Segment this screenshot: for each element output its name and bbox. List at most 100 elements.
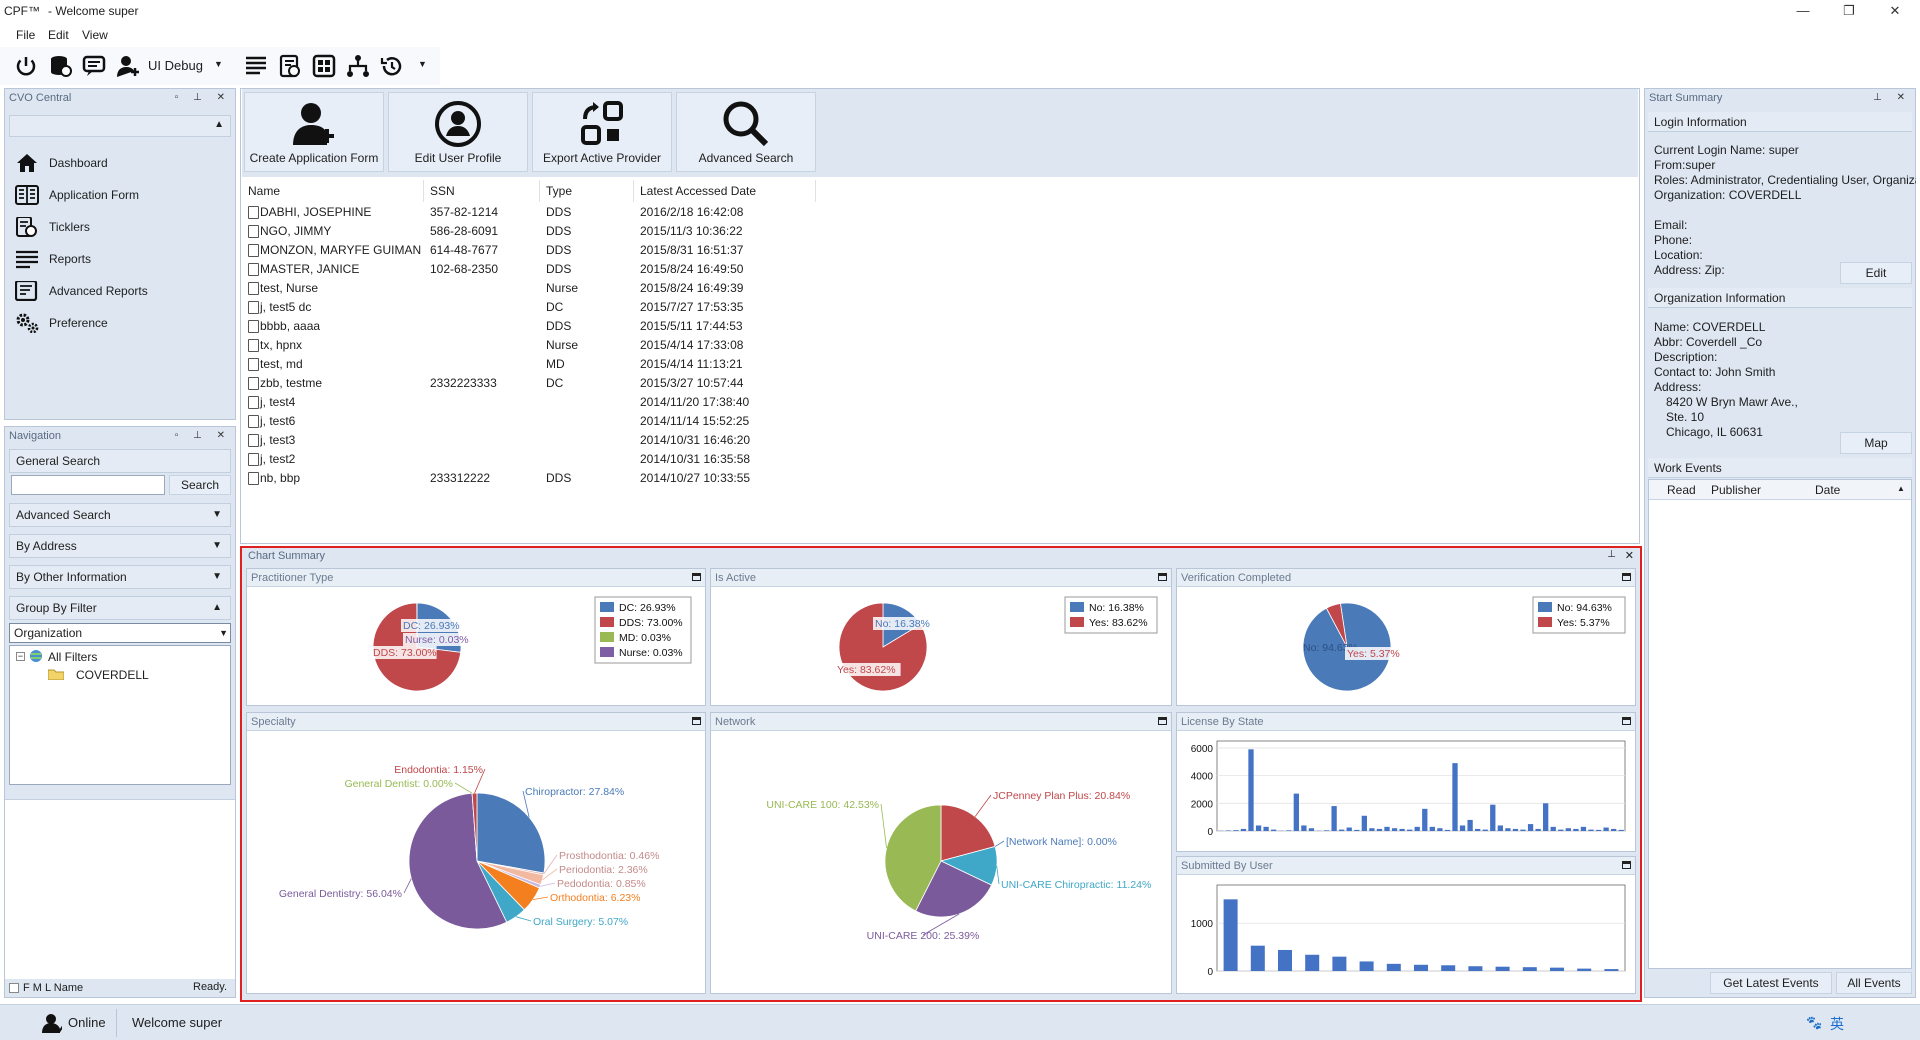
bar[interactable] [1346, 827, 1352, 831]
bar[interactable] [1565, 828, 1571, 831]
ime-indicator[interactable]: 英 [1830, 1016, 1844, 1032]
bar[interactable] [1588, 829, 1594, 831]
group-select[interactable]: Organization ▼ [9, 623, 231, 643]
menu-view[interactable]: View [82, 28, 108, 42]
bar[interactable] [1550, 967, 1564, 971]
bar[interactable] [1468, 966, 1483, 971]
bar[interactable] [1414, 826, 1420, 831]
select-dropdown-icon[interactable]: ▼ [219, 628, 228, 638]
maximize-icon[interactable] [1158, 717, 1167, 725]
tree-item-coverdell[interactable]: COVERDELL [76, 668, 149, 682]
bar[interactable] [1369, 828, 1375, 831]
bar[interactable] [1429, 826, 1435, 831]
chevron-up-icon[interactable]: ▲ [214, 119, 224, 130]
close-button[interactable]: ✕ [1889, 3, 1901, 18]
advanced-search-button[interactable]: Advanced Search [676, 92, 816, 172]
bar[interactable] [1323, 830, 1330, 831]
menu-file[interactable]: File [16, 28, 36, 42]
bar[interactable] [1361, 815, 1367, 831]
toolbar-overflow-icon[interactable]: ▼ [418, 59, 427, 69]
table-row[interactable]: DABHI, JOSEPHINE 357-82-1214 DDS 2016/2/18 … [244, 203, 864, 222]
bar[interactable] [1550, 826, 1556, 831]
bar[interactable] [1339, 829, 1345, 831]
restore-button[interactable]: ❐ [1843, 3, 1855, 18]
column-header-read[interactable]: Read [1667, 483, 1696, 497]
bar[interactable] [1240, 828, 1247, 831]
all-events-button[interactable]: All Events [1836, 972, 1912, 994]
table-row[interactable]: j, test2 2014/10/31 16:35:58 [244, 450, 864, 469]
table-row[interactable]: j, test5 dc DC 2015/7/27 17:53:35 [244, 298, 864, 317]
bar[interactable] [1505, 828, 1511, 831]
column-header-type[interactable]: Type [542, 180, 634, 202]
bar[interactable] [1444, 829, 1451, 831]
column-header-date[interactable]: Date [1815, 483, 1841, 497]
fml-checkbox[interactable] [9, 983, 19, 993]
table-row[interactable]: MASTER, JANICE 102-68-2350 DDS 2015/8/24 16… [244, 260, 864, 279]
table-row[interactable]: zbb, testme 2332223333 DC 2015/3/27 10:57:4… [244, 374, 864, 393]
maximize-icon[interactable] [1622, 717, 1631, 725]
bar[interactable] [1331, 806, 1337, 831]
map-button[interactable]: Map [1840, 432, 1912, 454]
pin-icon[interactable]: ⊥ [1607, 549, 1616, 560]
column-header-ssn[interactable]: SSN [426, 180, 540, 202]
close-icon[interactable]: ✕ [1624, 550, 1634, 562]
bar[interactable] [1250, 945, 1265, 971]
maximize-icon[interactable] [1622, 573, 1631, 581]
bar[interactable] [1467, 819, 1473, 831]
hierarchy-icon[interactable] [346, 54, 370, 78]
bar[interactable] [1407, 829, 1413, 831]
bar[interactable] [1527, 824, 1534, 831]
bar[interactable] [1255, 825, 1262, 831]
general-search-input[interactable] [11, 475, 165, 495]
list-icon[interactable] [244, 54, 268, 78]
bar[interactable] [1293, 793, 1299, 831]
clock-list-icon[interactable] [278, 54, 302, 78]
bar[interactable] [1497, 825, 1503, 831]
bar[interactable] [1422, 808, 1428, 831]
column-header-latest-accessed[interactable]: Latest Accessed Date [636, 180, 816, 202]
bar[interactable] [1441, 965, 1456, 971]
bar[interactable] [1573, 828, 1579, 831]
group-by-filter-section[interactable]: Group By Filter ▲ [9, 596, 231, 620]
bar[interactable] [1611, 828, 1617, 831]
search-button[interactable]: Search [169, 475, 231, 495]
column-header-publisher[interactable]: Publisher [1711, 483, 1762, 497]
table-row[interactable]: nb, bbp 233312222 DDS 2014/10/27 10:33:55 [244, 469, 864, 488]
bar[interactable] [1490, 804, 1496, 831]
database-icon[interactable] [48, 54, 72, 78]
table-row[interactable]: j, test6 2014/11/14 15:52:25 [244, 412, 864, 431]
bar[interactable] [1437, 828, 1443, 831]
minimize-button[interactable]: — [1796, 3, 1810, 18]
table-row[interactable]: test, md MD 2015/4/14 11:13:21 [244, 355, 864, 374]
bar[interactable] [1223, 899, 1238, 971]
bar[interactable] [1459, 825, 1466, 831]
pie-slice[interactable] [476, 792, 546, 874]
general-search-header[interactable]: General Search [9, 449, 231, 473]
table-row[interactable]: MONZON, MARYFE GUIMAN 614-48-7677 DDS 2015/… [244, 241, 864, 260]
bar[interactable] [1495, 966, 1510, 971]
bar[interactable] [1376, 828, 1383, 831]
export-active-provider-button[interactable]: Export Active Provider [532, 92, 672, 172]
column-header-name[interactable]: Name [244, 180, 424, 202]
sort-ascending-icon[interactable]: ▲ [1897, 484, 1905, 493]
bar[interactable] [1332, 956, 1347, 971]
bar[interactable] [1225, 830, 1231, 831]
bar[interactable] [1512, 828, 1519, 831]
bar[interactable] [1305, 954, 1320, 971]
maximize-icon[interactable] [1622, 861, 1631, 869]
bar[interactable] [1384, 826, 1390, 831]
maximize-icon[interactable] [692, 573, 701, 581]
cvo-selector[interactable]: ▲ [9, 115, 231, 137]
table-row[interactable]: NGO, JIMMY 586-28-6091 DDS 2015/11/3 10:36:… [244, 222, 864, 241]
table-row[interactable]: tx, hpnx Nurse 2015/4/14 17:33:08 [244, 336, 864, 355]
bar[interactable] [1618, 829, 1624, 831]
bar[interactable] [1278, 949, 1292, 971]
bar[interactable] [1308, 828, 1315, 831]
bar[interactable] [1359, 961, 1374, 971]
maximize-icon[interactable] [1158, 573, 1167, 581]
grid-icon[interactable] [312, 54, 336, 78]
user-add-icon[interactable] [116, 54, 140, 78]
table-row[interactable]: j, test3 2014/10/31 16:46:20 [244, 431, 864, 450]
ui-debug-label[interactable]: UI Debug [148, 58, 203, 73]
bar[interactable] [1522, 967, 1537, 971]
